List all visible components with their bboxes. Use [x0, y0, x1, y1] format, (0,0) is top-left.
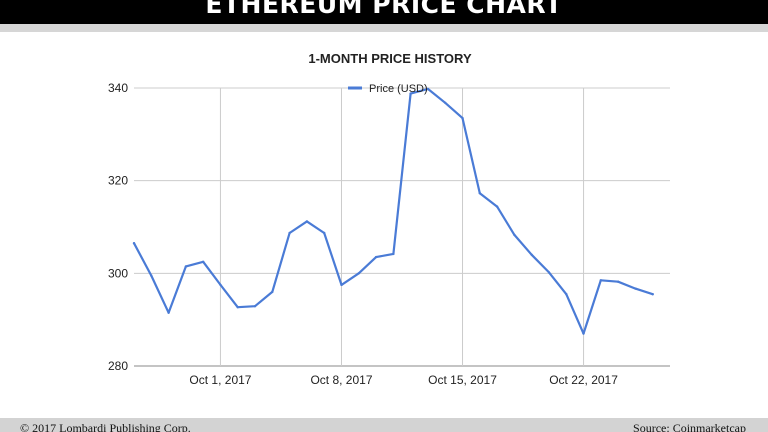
- data-point: [150, 274, 153, 277]
- data-point: [565, 293, 568, 296]
- data-point: [461, 116, 464, 120]
- data-point: [357, 272, 360, 275]
- data-point: [513, 233, 516, 237]
- data-point: [651, 293, 654, 296]
- data-point: [202, 260, 205, 263]
- header-divider: [0, 24, 768, 32]
- y-tick-label: 300: [108, 266, 128, 280]
- x-tick-label: Oct 22, 2017: [549, 373, 618, 387]
- y-tick-label: 320: [108, 174, 128, 188]
- data-point: [444, 101, 447, 105]
- legend-label: Price (USD): [369, 83, 428, 95]
- data-point: [392, 252, 395, 256]
- data-point: [305, 220, 309, 223]
- chart-series: [132, 87, 654, 335]
- data-point: [167, 311, 170, 314]
- data-point: [340, 283, 343, 287]
- header-banner: ETHEREUM PRICE CHART: [0, 0, 768, 24]
- data-point: [253, 305, 257, 308]
- data-point: [599, 279, 602, 282]
- data-point: [426, 87, 430, 91]
- data-point: [616, 280, 620, 283]
- data-point: [219, 283, 222, 287]
- page-title: ETHEREUM PRICE CHART: [205, 0, 563, 19]
- x-tick-label: Oct 15, 2017: [428, 373, 497, 387]
- source-credit: Source: Coinmarketcap: [633, 421, 746, 432]
- data-point: [132, 242, 136, 245]
- x-tick-label: Oct 1, 2017: [189, 373, 251, 387]
- y-tick-label: 280: [108, 359, 128, 373]
- chart-legend: Price (USD): [348, 83, 428, 95]
- chart-axes: 280 300 320 340 Oct 1, 2017 Oct 8, 2017 Oct 15…: [108, 81, 618, 387]
- data-point: [582, 332, 585, 335]
- data-point: [495, 205, 499, 208]
- x-tick-label: Oct 8, 2017: [310, 373, 372, 387]
- footer-bar: © 2017 Lombardi Publishing Corp. Source:…: [0, 418, 768, 432]
- data-point: [530, 253, 533, 256]
- data-point: [547, 271, 551, 274]
- data-point: [323, 231, 326, 235]
- series-line-price: [132, 87, 654, 335]
- data-point: [409, 92, 412, 95]
- data-point: [271, 290, 274, 294]
- data-point: [374, 255, 378, 259]
- data-point: [184, 265, 188, 268]
- y-tick-label: 340: [108, 81, 128, 95]
- price-line-chart: 1-MONTH PRICE HISTORY 280 300 320 340 Oct 1,…: [108, 51, 670, 387]
- data-point: [236, 306, 239, 309]
- data-point: [478, 192, 481, 195]
- chart-title: 1-MONTH PRICE HISTORY: [308, 51, 472, 66]
- data-point: [634, 287, 637, 290]
- copyright-text: © 2017 Lombardi Publishing Corp.: [20, 421, 191, 432]
- data-point: [288, 231, 291, 235]
- chart-gridlines: [134, 87, 670, 367]
